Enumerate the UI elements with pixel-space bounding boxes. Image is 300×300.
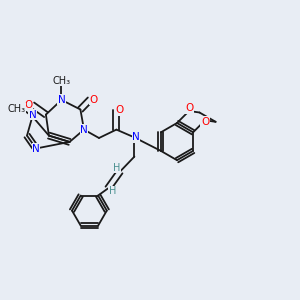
Text: CH₃: CH₃ xyxy=(7,103,25,114)
Text: H: H xyxy=(109,186,116,197)
Text: O: O xyxy=(116,105,124,116)
Text: N: N xyxy=(58,95,65,105)
Text: N: N xyxy=(32,143,40,154)
Text: N: N xyxy=(28,110,36,120)
Text: CH₃: CH₃ xyxy=(52,76,70,86)
Text: O: O xyxy=(89,94,98,105)
Text: H: H xyxy=(113,163,120,173)
Text: N: N xyxy=(80,124,88,135)
Text: O: O xyxy=(201,117,209,127)
Text: N: N xyxy=(132,132,140,142)
Text: O: O xyxy=(25,100,33,110)
Text: O: O xyxy=(185,103,193,113)
